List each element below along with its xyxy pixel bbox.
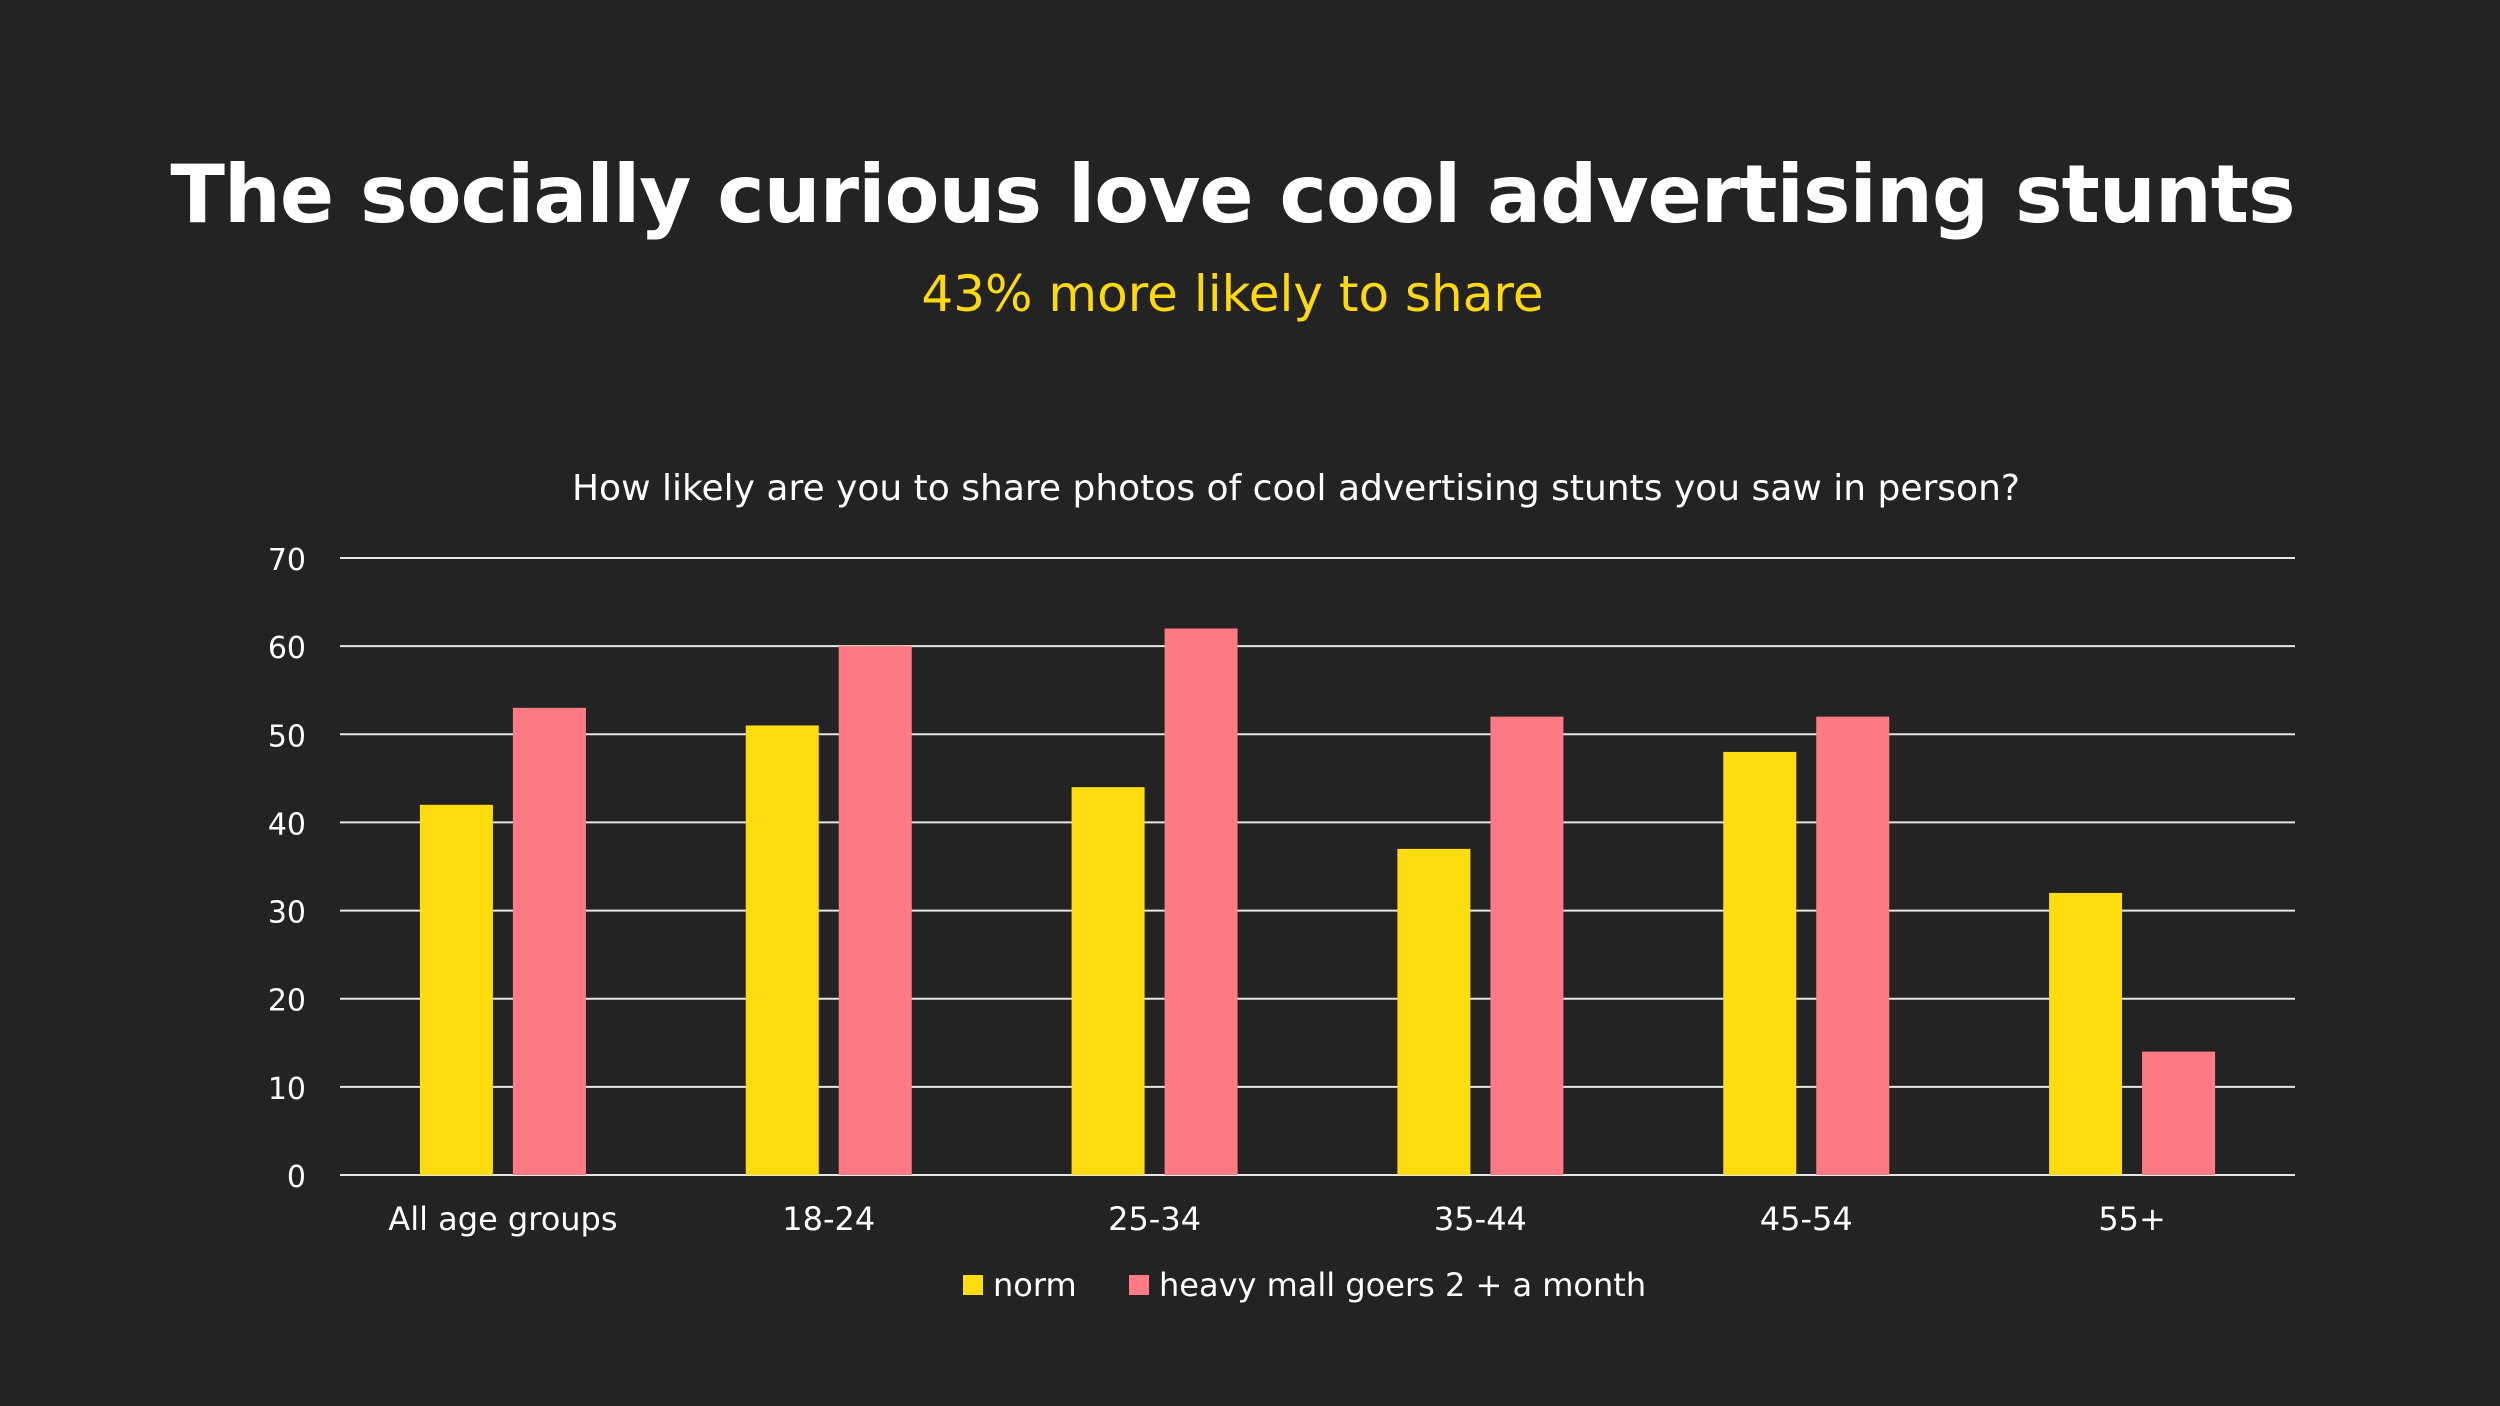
page-title: The socially curious love cool advertisi…	[170, 148, 2295, 241]
bar-norm	[2049, 892, 2123, 1175]
bar-norm	[745, 725, 819, 1175]
bar-heavy	[1164, 628, 1238, 1175]
legend: norm heavy mall goers 2 + a month	[963, 1266, 1646, 1304]
page-subtitle: 43% more likely to share	[921, 265, 1544, 323]
chart-title: How likely are you to share photos of co…	[572, 468, 2020, 509]
y-tick-label: 40	[268, 807, 306, 842]
y-tick-label: 10	[268, 1072, 306, 1107]
y-tick-label: 60	[268, 631, 306, 666]
legend-label: heavy mall goers 2 + a month	[1159, 1266, 1646, 1304]
x-tick-label: 45-54	[1760, 1200, 1853, 1238]
legend-swatch	[1129, 1275, 1149, 1295]
bars	[419, 628, 2216, 1175]
y-tick-label: 70	[268, 543, 306, 578]
y-tick-label: 50	[268, 719, 306, 754]
bar-norm	[1397, 848, 1471, 1175]
bar-heavy	[2142, 1051, 2216, 1175]
x-tick-label: 35-44	[1434, 1200, 1527, 1238]
x-tick-label: 18-24	[782, 1200, 875, 1238]
x-tick-label: 55+	[2098, 1200, 2166, 1238]
bar-heavy	[1816, 716, 1890, 1175]
y-axis-ticks: 0 10 20 30 40 50 60 70	[268, 543, 306, 1195]
legend-label: norm	[993, 1266, 1077, 1304]
y-tick-label: 20	[268, 984, 306, 1019]
bar-heavy	[512, 707, 586, 1175]
bar-norm	[419, 804, 493, 1175]
x-tick-label: 25-34	[1108, 1200, 1201, 1238]
bar-heavy	[1490, 716, 1564, 1175]
x-axis-ticks: All age groups 18-24 25-34 35-44 45-54 55+	[388, 1200, 2166, 1238]
y-tick-label: 0	[287, 1160, 306, 1195]
legend-swatch	[963, 1275, 983, 1295]
bar-norm	[1071, 787, 1145, 1175]
x-tick-label: All age groups	[388, 1200, 617, 1238]
gridlines	[340, 557, 2295, 1176]
bar-norm	[1723, 751, 1797, 1175]
y-tick-label: 30	[268, 896, 306, 931]
bar-heavy	[838, 646, 912, 1175]
